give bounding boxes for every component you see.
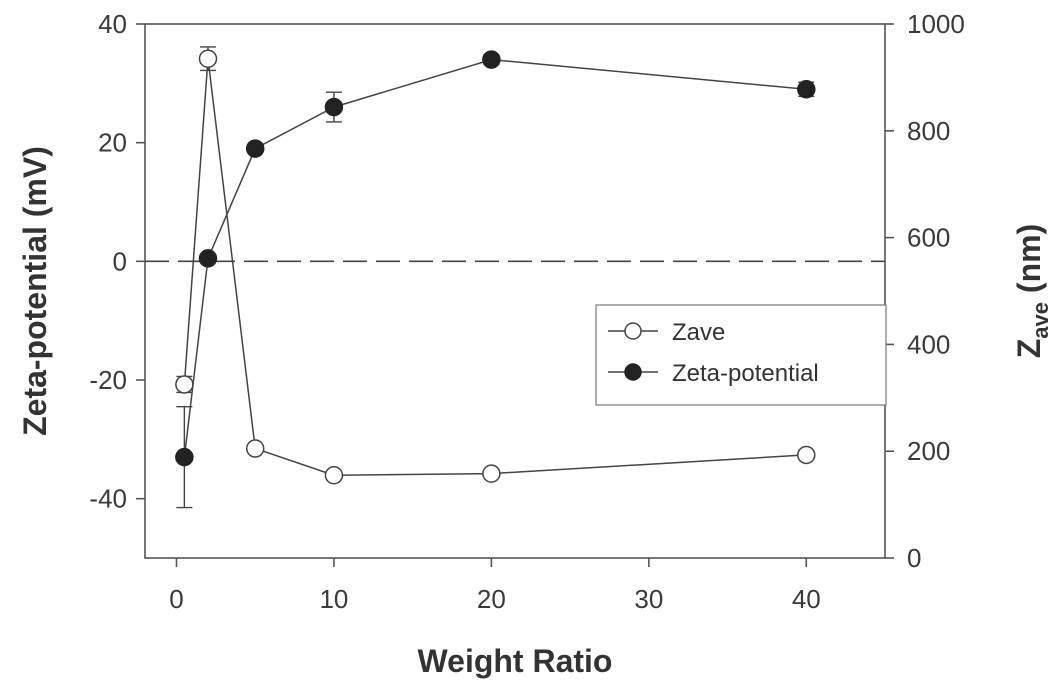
right-axis-title-sub: ave xyxy=(1028,302,1053,339)
right-tick-label: 600 xyxy=(907,223,950,253)
zeta-point xyxy=(797,80,816,99)
zeta-point xyxy=(324,97,344,117)
zave-point xyxy=(175,375,194,394)
right-tick-label: 0 xyxy=(907,543,921,573)
series-group xyxy=(175,46,816,509)
x-tick-label: 10 xyxy=(319,584,348,614)
legend-zave-marker xyxy=(624,322,642,340)
zeta-point xyxy=(245,139,265,158)
x-tick-label: 40 xyxy=(792,584,821,614)
zave-point xyxy=(245,439,265,458)
x-tick-label: 0 xyxy=(169,584,183,614)
zave-point xyxy=(198,49,218,68)
legend-box xyxy=(595,304,887,406)
legend-zeta-marker xyxy=(624,363,642,381)
left-tick-label: -40 xyxy=(89,484,127,514)
right-tick-label: 200 xyxy=(907,436,950,466)
x-tick-label: 30 xyxy=(634,584,663,614)
left-axis-title: Zeta-potential (mV) xyxy=(17,146,53,436)
zeta-point xyxy=(198,249,218,268)
plot-frame xyxy=(144,23,886,559)
right-tick-label: 800 xyxy=(907,116,950,146)
left-tick-label: 20 xyxy=(98,128,127,158)
zave-point xyxy=(797,445,816,465)
legend-zeta-label: Zeta-potential xyxy=(672,360,819,387)
legend: Zave Zeta-potential xyxy=(595,304,887,406)
left-tick-label: 40 xyxy=(98,9,127,39)
right-tick-label: 1000 xyxy=(907,9,965,39)
zeta-series-line xyxy=(183,58,807,458)
zave-series-line xyxy=(183,58,807,476)
left-tick-label: -20 xyxy=(89,365,127,395)
left-tick-label: 0 xyxy=(113,246,127,276)
x-tick-label: 20 xyxy=(477,584,506,614)
zave-point xyxy=(482,464,501,483)
right-axis-title-unit: (nm) xyxy=(1011,224,1047,302)
right-tick-label: 400 xyxy=(907,329,950,359)
legend-zave-label: Zave xyxy=(672,319,725,346)
zeta-point xyxy=(482,50,501,69)
right-axis-title-main: Z xyxy=(1011,339,1047,359)
zave-point xyxy=(324,465,344,485)
zeta-point xyxy=(175,447,194,467)
x-axis-title: Weight Ratio xyxy=(418,643,613,679)
right-axis-title: Zave (nm) xyxy=(1011,224,1053,358)
